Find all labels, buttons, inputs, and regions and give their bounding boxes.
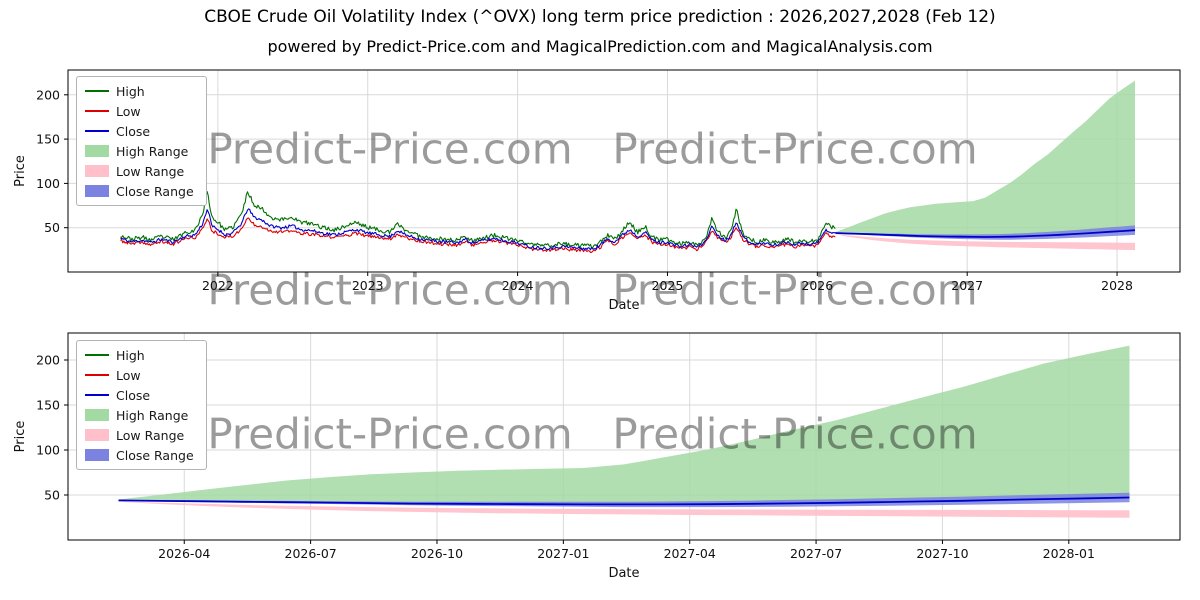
low-range-swatch — [85, 429, 109, 441]
legend-item-high-range: High Range — [85, 407, 194, 423]
close-swatch — [85, 130, 109, 132]
legend-label-high-range: High Range — [116, 143, 189, 159]
ytick-label: 150 — [36, 398, 60, 413]
ytick-label: 150 — [36, 132, 60, 147]
xtick-label: 2026 — [801, 278, 833, 293]
legend-label-high: High — [116, 83, 145, 99]
legend-label-close-range: Close Range — [116, 183, 194, 199]
legend-label-close-range: Close Range — [116, 447, 194, 463]
high-range-band — [118, 345, 1130, 505]
watermark-text: Predict-Price.com — [207, 410, 572, 459]
legend-label-high-range: High Range — [116, 407, 189, 423]
low-range-swatch — [85, 165, 109, 177]
xtick-label: 2028 — [1101, 278, 1133, 293]
watermark-text: Predict-Price.com — [612, 410, 977, 459]
xtick-label: 2027-07 — [790, 546, 842, 561]
close-forecast-line — [835, 229, 1136, 238]
y-axis-label: Price — [13, 421, 28, 453]
legend-label-low-range: Low Range — [116, 427, 185, 443]
watermark-text: Predict-Price.com — [612, 125, 977, 174]
legend-bottom-chart: High Low Close High Range Low Range Close Ran… — [76, 340, 207, 470]
legend-item-low: Low — [85, 367, 194, 383]
xtick-label: 2028-01 — [1043, 546, 1095, 561]
plot-border — [67, 332, 1181, 541]
ytick-label: 50 — [44, 220, 60, 235]
legend-item-high: High — [85, 347, 194, 363]
legend-label-high: High — [116, 347, 145, 363]
xtick-label: 2027-04 — [664, 546, 716, 561]
legend-item-low: Low — [85, 103, 194, 119]
ytick-label: 100 — [36, 443, 60, 458]
high-swatch — [85, 90, 109, 92]
legend-item-close: Close — [85, 387, 194, 403]
low-range-band — [118, 501, 1130, 518]
low-range-band — [835, 233, 1135, 251]
high-range-swatch — [85, 409, 109, 421]
ytick-label: 100 — [36, 176, 60, 191]
plot-border — [67, 69, 1181, 273]
powered-by-subtitle: powered by Predict-Price.com and Magical… — [267, 37, 933, 56]
close-range-swatch — [85, 449, 109, 461]
close-line — [120, 208, 836, 251]
xtick-label: 2026-10 — [411, 546, 463, 561]
xtick-label: 2026-07 — [285, 546, 337, 561]
close-range-swatch — [85, 185, 109, 197]
legend-label-close: Close — [116, 387, 151, 403]
legend-item-close-range: Close Range — [85, 447, 194, 463]
y-axis-label: Price — [13, 155, 28, 187]
high-range-band — [835, 80, 1135, 237]
legend-label-low: Low — [116, 103, 141, 119]
legend-item-high-range: High Range — [85, 143, 194, 159]
x-axis-label: Date — [608, 298, 639, 313]
low-line — [120, 217, 836, 254]
legend-label-close: Close — [116, 123, 151, 139]
close-swatch — [85, 394, 109, 396]
legend-item-close-range: Close Range — [85, 183, 194, 199]
high-range-swatch — [85, 145, 109, 157]
page-title: CBOE Crude Oil Volatility Index (^OVX) l… — [204, 7, 996, 27]
xtick-label: 2027 — [951, 278, 983, 293]
xtick-label: 2023 — [352, 278, 384, 293]
watermark-text: Predict-Price.com — [612, 266, 977, 315]
legend-item-low-range: Low Range — [85, 427, 194, 443]
legend-item-high: High — [85, 83, 194, 99]
ytick-label: 50 — [44, 488, 60, 503]
watermark-text: Predict-Price.com — [207, 125, 572, 174]
high-swatch — [85, 354, 109, 356]
x-axis-label: Date — [608, 566, 639, 581]
ytick-label: 200 — [36, 87, 60, 102]
ytick-label: 200 — [36, 353, 60, 368]
xtick-label: 2022 — [202, 278, 234, 293]
xtick-label: 2027-10 — [916, 546, 968, 561]
legend-top-chart: High Low Close High Range Low Range Close Ran… — [76, 76, 207, 206]
xtick-label: 2026-04 — [158, 546, 210, 561]
low-swatch — [85, 374, 109, 376]
close-forecast-line — [118, 496, 1130, 506]
xtick-label: 2027-01 — [537, 546, 589, 561]
high-line — [120, 190, 836, 249]
legend-item-low-range: Low Range — [85, 163, 194, 179]
legend-item-close: Close — [85, 123, 194, 139]
legend-label-low: Low — [116, 367, 141, 383]
xtick-label: 2024 — [502, 278, 534, 293]
xtick-label: 2025 — [652, 278, 684, 293]
watermark-text: Predict-Price.com — [207, 266, 572, 315]
low-swatch — [85, 110, 109, 112]
legend-label-low-range: Low Range — [116, 163, 185, 179]
